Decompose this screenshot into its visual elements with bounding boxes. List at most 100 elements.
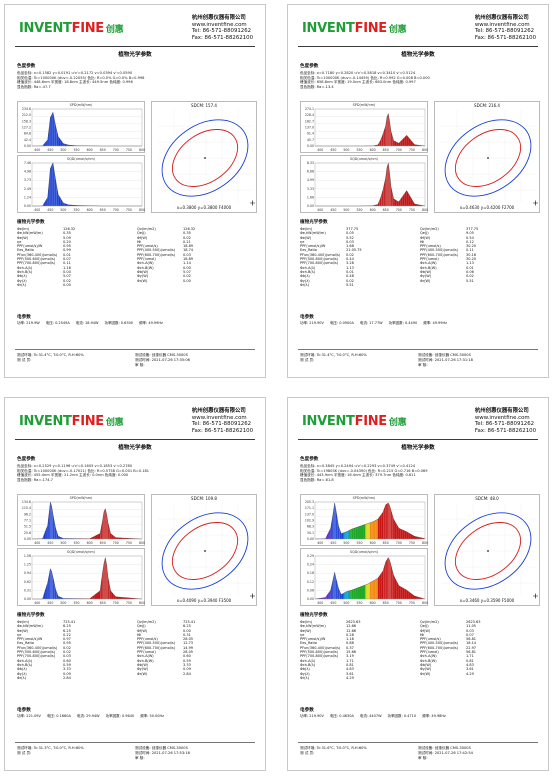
electrical-values: 功率: 221.09V 电压: 0.1660A 电流: 29.94W 功率因数: 0.…: [17, 714, 257, 719]
param-value: 5.52: [346, 235, 354, 240]
param-label: PPF(500-600)(umol/s): [17, 257, 56, 262]
electrical-value: 电流: 4407W: [359, 714, 382, 718]
spectrum-segment: [63, 143, 65, 146]
param-label: Φch-B(W): [137, 265, 154, 270]
company-fax: Fax: 86-571-88262100: [191, 34, 253, 41]
spectrum-segment: [377, 517, 380, 539]
param-value: 0.01: [466, 265, 474, 270]
table-row: Φr(λ) 0.00: [17, 283, 135, 287]
param-value: 4.29: [466, 671, 474, 676]
spectrum-segment: [55, 589, 57, 599]
electrical-value: 电流: 17.77W: [359, 321, 383, 325]
sdcm-chart: SDCM: 157.4 x=0.3800 y=0.3800 F4000: [151, 101, 257, 213]
spd-title: SPD(mW/nm): [69, 496, 93, 500]
test-instrument: 测试设备: 创惠仪器 CMS-3000S: [418, 353, 471, 357]
spectrum-segment: [54, 524, 56, 539]
param-label: PPF(umol/s)/W: [17, 637, 43, 642]
param-value: 30.20: [466, 257, 477, 262]
param-label: ηe: [17, 239, 22, 244]
electrical-value: 功率因数: 0.4490: [388, 321, 418, 325]
electrical-value: 功率因数: 0.9640: [105, 714, 135, 718]
spectrum-segment: [50, 167, 51, 206]
spectrum-segment: [55, 528, 57, 539]
sdcm-chart: SDCM: 109.8 x=0.4090 y=0.3940 F3500: [151, 494, 257, 606]
param-label: Φch-B(λ): [17, 662, 33, 667]
electrical-value: 频率: 49.98Hz: [422, 714, 446, 718]
table-row: Φch-A(W) 1.71: [420, 654, 538, 658]
spectrum-segment: [398, 528, 401, 539]
x-tick-label: 800: [139, 148, 145, 152]
spectrum-segment: [406, 135, 409, 146]
x-tick-label: 700: [396, 208, 402, 212]
report-title: 植物光学参数: [118, 52, 152, 58]
param-value: 0.01: [346, 269, 354, 274]
param-value: 56.81: [466, 637, 477, 642]
param-label: Φf(W): [137, 628, 148, 633]
spectrum-segment: [345, 591, 347, 599]
spectrum-segment: [46, 525, 48, 539]
spectrum-segment: [62, 200, 64, 206]
sdcm-chart: SDCM: 216.4 x=0.4630 y=0.4200 F2700: [434, 101, 540, 213]
y-tick-label: 0.18: [307, 571, 314, 575]
param-value: 12.66: [346, 624, 357, 629]
y-tick-label: 7.46: [24, 161, 31, 165]
spectrum-segment: [355, 527, 358, 539]
spectrum-segment: [359, 525, 362, 539]
company-web: www.inventfine.com: [191, 414, 247, 421]
x-tick-label: 400: [317, 601, 323, 605]
table-row: Φy(W) 0.02: [420, 274, 538, 278]
param-value: 3.33: [63, 667, 71, 672]
table-row: PPF(lumol) 56.81: [420, 650, 538, 654]
spectrum-segment: [109, 583, 110, 599]
param-label: PPF(umol/s): [420, 244, 441, 249]
table-row: PPF(lumol) 28.05: [137, 650, 255, 654]
param-value: 0.11: [466, 248, 474, 253]
param-label: Φb(W): [420, 662, 432, 667]
param-value: 0.97: [63, 637, 71, 642]
table-row: PPF(400-500)(umol/s) 18.74: [137, 248, 255, 252]
spectrum-segment: [60, 597, 63, 599]
spectrum-segment: [341, 593, 343, 599]
company-info: 杭州创惠仪器有限公司 www.inventfine.com Tel: 86-571-…: [475, 15, 536, 41]
company-fax: Fax: 86-571-88262100: [474, 34, 536, 41]
color-param-line: 显色指数: Ra=-174.7: [17, 477, 53, 482]
param-value: 0.09: [63, 671, 71, 676]
spectrum-segment: [107, 576, 109, 599]
cie-coordinates: x=0.4090 y=0.3940 F3500: [176, 598, 232, 603]
x-tick-label: 800: [139, 601, 145, 605]
spectrum-segment: [58, 536, 60, 539]
color-params-block: 色品坐标: x=0.3845 y=0.2494 u'v'=0.2293 v=0.…: [300, 464, 428, 482]
spectrum-segment: [412, 594, 415, 599]
spectrum-segment: [43, 201, 46, 206]
table-row: PPF(lumol) 18.89: [137, 257, 255, 261]
spectrum-segment: [394, 577, 397, 599]
spectrum-segment: [367, 523, 369, 539]
table-row: Qv(lm/m2) 126.32: [137, 227, 255, 231]
test-date: 测试时间: 2021-07-26 17:42:54: [418, 750, 473, 755]
color-params-heading: 色度参数: [17, 64, 36, 69]
spectrum-segment: [397, 525, 399, 539]
x-tick-label: 550: [356, 208, 362, 212]
param-label: PPF(700-800)(umol/s): [17, 261, 56, 266]
footer-right: 测试设备: 创惠仪器 CMS-3000S 测试时间: 2021-07-26 17:…: [135, 746, 255, 760]
y-tick-label: 234.6: [22, 107, 31, 111]
plot-frame: [31, 555, 143, 600]
y-tick-label: 1.25: [24, 563, 31, 567]
param-label: PPF(600-700)(umol/s): [420, 252, 459, 257]
x-tick-label: 550: [73, 208, 79, 212]
y-tick-label: 134.6: [22, 500, 31, 504]
table-row: Φr(λ) 2.84: [17, 676, 135, 680]
x-tick-label: 600: [87, 541, 93, 545]
test-date: 测试时间: 2021-07-26 17:35:06: [135, 357, 190, 362]
x-tick-label: 500: [343, 148, 349, 152]
spectrum-segment: [398, 585, 401, 599]
left-column: Φe(lm) 377.75 Φe,kW(mW/m) 0.05 Φe(W) 5.52 ηe 0.…: [300, 227, 418, 287]
color-param-line: 显色指数: Ra=-13.4: [300, 84, 334, 89]
table-row: Φch-B(W) 0.59: [137, 659, 255, 663]
x-tick-label: 600: [87, 208, 93, 212]
table-row: ηe 0.28: [300, 633, 418, 637]
param-value: 0.81: [346, 662, 354, 667]
logo-text-cn: 创惠: [105, 418, 124, 428]
table-row: Φch-A(λ) 1.16: [17, 266, 135, 270]
